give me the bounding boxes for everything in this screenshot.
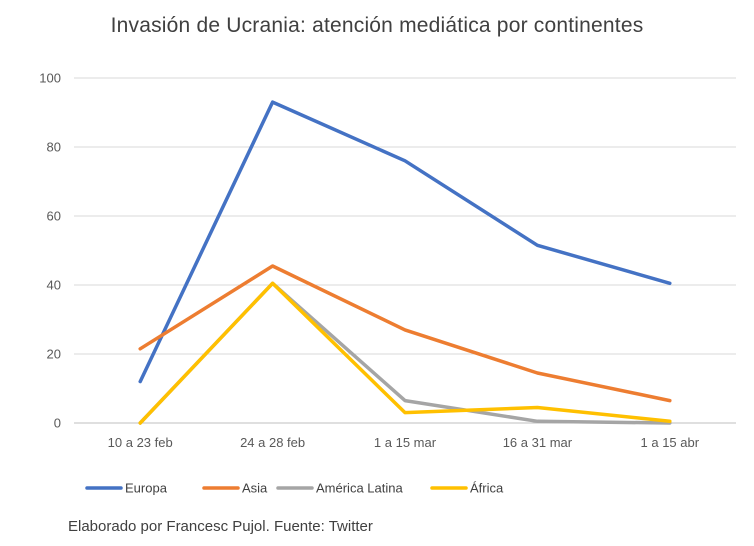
gridlines (74, 77, 736, 424)
chart-title: Invasión de Ucrania: atención mediática … (110, 14, 644, 37)
x-axis-ticks: 10 a 23 feb 24 a 28 feb 1 a 15 mar 16 a 31 … (108, 435, 700, 450)
y-tick-label: 80 (47, 140, 61, 155)
x-tick-label: 1 a 15 mar (374, 435, 437, 450)
series-lines (138, 100, 672, 425)
source-note: Elaborado por Francesc Pujol. Fuente: Tw… (68, 518, 373, 535)
legend-item: América Latina (276, 481, 403, 496)
legend-label: África (470, 481, 504, 496)
y-tick-label: 60 (47, 209, 61, 224)
legend-item: Asia (202, 481, 268, 496)
y-tick-label: 20 (47, 347, 61, 362)
legend-item: África (430, 481, 504, 496)
legend-item: Europa (85, 481, 168, 496)
y-tick-label: 100 (39, 71, 61, 86)
x-tick-label: 10 a 23 feb (108, 435, 173, 450)
legend-label: América Latina (316, 481, 403, 496)
legend: Europa Asia América Latina África (85, 481, 504, 496)
legend-label: Europa (125, 481, 168, 496)
x-tick-label: 24 a 28 feb (240, 435, 305, 450)
y-tick-label: 40 (47, 278, 61, 293)
legend-label: Asia (242, 481, 268, 496)
x-tick-label: 1 a 15 abr (641, 435, 700, 450)
x-tick-label: 16 a 31 mar (503, 435, 573, 450)
y-tick-label: 0 (54, 416, 61, 431)
series-line-asia (138, 264, 672, 403)
series-line-europa (138, 100, 672, 384)
series-line-áfrica (138, 281, 672, 425)
series-line-américa-latina (138, 281, 672, 425)
y-axis-ticks: 0 20 40 60 80 100 (39, 71, 61, 431)
